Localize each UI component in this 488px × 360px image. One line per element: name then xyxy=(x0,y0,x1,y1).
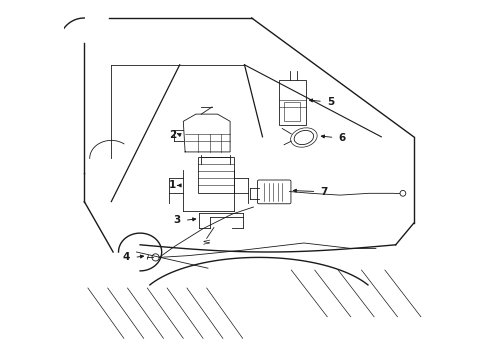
Text: 6: 6 xyxy=(338,132,346,143)
Text: 3: 3 xyxy=(173,215,180,225)
Text: 4: 4 xyxy=(122,252,130,262)
Text: 7: 7 xyxy=(320,186,327,197)
Text: 1: 1 xyxy=(168,180,176,190)
Bar xyxy=(284,102,300,121)
Bar xyxy=(278,80,305,125)
Text: 5: 5 xyxy=(326,96,334,107)
Bar xyxy=(197,157,233,193)
Text: 2: 2 xyxy=(168,130,176,140)
